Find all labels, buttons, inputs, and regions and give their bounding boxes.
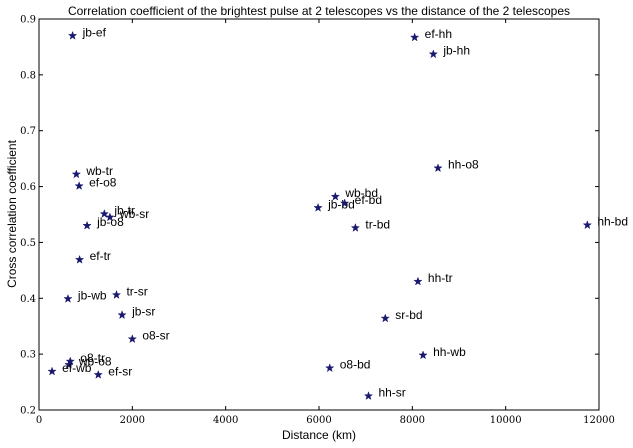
- point-label-jb-tr: jb-tr: [113, 203, 135, 217]
- point-label-ef-wb: ef-wb: [62, 361, 92, 375]
- data-point-ef-tr: [74, 254, 85, 264]
- point-label-jb-bd: jb-bd: [327, 197, 355, 211]
- data-point-hh-wb: [418, 350, 428, 360]
- y-axis-title: Cross correlation coefficient: [5, 139, 19, 288]
- point-label-wb-o8: wb-o8: [78, 354, 112, 368]
- data-point-ef-wb: [47, 366, 57, 376]
- data-point-tr-sr: [111, 289, 122, 299]
- data-point-wb-bd: [330, 191, 341, 201]
- data-point-ef-hh: [409, 32, 420, 42]
- y-tick-label: 0.4: [20, 294, 36, 305]
- data-point-jb-bd: [313, 202, 323, 212]
- point-label-hh-tr: hh-tr: [428, 271, 453, 285]
- point-label-jb-o8: jb-o8: [96, 215, 124, 229]
- point-label-sr-bd: sr-bd: [395, 308, 422, 322]
- x-tick-label: 6000: [306, 415, 331, 426]
- x-tick-label: 2000: [120, 415, 145, 426]
- data-point-jb-wb: [63, 293, 73, 303]
- point-label-jb-ef: jb-ef: [82, 25, 107, 39]
- data-point-sr-bd: [380, 313, 390, 323]
- point-label-o8-bd: o8-bd: [340, 358, 371, 372]
- data-point-tr-bd: [350, 222, 361, 232]
- point-label-tr-bd: tr-bd: [365, 217, 390, 231]
- data-point-o8-tr: [65, 356, 75, 366]
- point-label-ef-tr: ef-tr: [90, 249, 111, 263]
- x-tick-label: 8000: [400, 415, 425, 426]
- y-tick-label: 0.9: [20, 15, 36, 26]
- point-label-o8-sr: o8-sr: [142, 329, 169, 343]
- data-point-jb-ef: [67, 30, 78, 40]
- data-point-ef-o8: [74, 181, 84, 191]
- point-label-ef-sr: ef-sr: [108, 364, 132, 378]
- x-tick-label: 10000: [490, 415, 522, 426]
- y-tick-label: 0.6: [20, 182, 36, 193]
- y-tick-label: 0.7: [20, 126, 36, 137]
- y-tick-label: 0.3: [20, 350, 36, 361]
- point-label-jb-sr: jb-sr: [131, 305, 155, 319]
- point-label-o8-tr: o8-tr: [80, 351, 105, 365]
- point-label-ef-o8: ef-o8: [89, 176, 117, 190]
- x-axis-title: Distance (km): [282, 428, 356, 442]
- data-point-hh-tr: [413, 276, 423, 286]
- point-label-hh-wb: hh-wb: [433, 345, 466, 359]
- point-label-jb-hh: jb-hh: [442, 44, 470, 58]
- x-tick-label: 0: [36, 415, 42, 426]
- chart-title: Correlation coefficient of the brightest…: [68, 4, 570, 18]
- x-tick-label: 4000: [213, 415, 238, 426]
- data-point-hh-o8: [433, 163, 443, 173]
- data-point-hh-sr: [363, 391, 374, 401]
- data-point-jb-hh: [428, 49, 439, 59]
- point-label-wb-sr: wb-sr: [119, 207, 149, 221]
- data-point-wb-sr: [105, 212, 115, 222]
- y-tick-label: 0.5: [20, 238, 36, 249]
- data-point-ef-bd: [339, 198, 350, 208]
- point-label-hh-sr: hh-sr: [378, 386, 405, 400]
- point-label-tr-sr: tr-sr: [126, 284, 147, 298]
- data-point-wb-tr: [71, 169, 82, 179]
- data-point-o8-sr: [127, 334, 138, 344]
- data-point-ef-sr: [93, 369, 103, 379]
- y-tick-label: 0.2: [20, 406, 36, 417]
- point-label-jb-wb: jb-wb: [77, 288, 107, 302]
- y-tick-label: 0.8: [20, 70, 36, 81]
- point-label-hh-o8: hh-o8: [448, 158, 479, 172]
- data-point-wb-o8: [64, 359, 74, 369]
- point-label-ef-hh: ef-hh: [425, 27, 452, 41]
- data-point-jb-o8: [82, 220, 92, 230]
- x-tick-label: 12000: [583, 415, 615, 426]
- data-point-o8-bd: [325, 363, 335, 373]
- data-point-hh-bd: [582, 220, 593, 230]
- data-point-jb-tr: [99, 208, 110, 218]
- axis-ticks: 0 2000 4000 6000 8000 10000 12000 0.2 0.3 0.4 0.5 0…: [20, 15, 615, 427]
- data-point-jb-sr: [117, 310, 127, 320]
- point-label-wb-tr: wb-tr: [85, 164, 113, 178]
- point-label-ef-bd: ef-bd: [355, 193, 382, 207]
- point-label-hh-bd: hh-bd: [597, 215, 628, 229]
- point-label-wb-bd: wb-bd: [344, 186, 378, 200]
